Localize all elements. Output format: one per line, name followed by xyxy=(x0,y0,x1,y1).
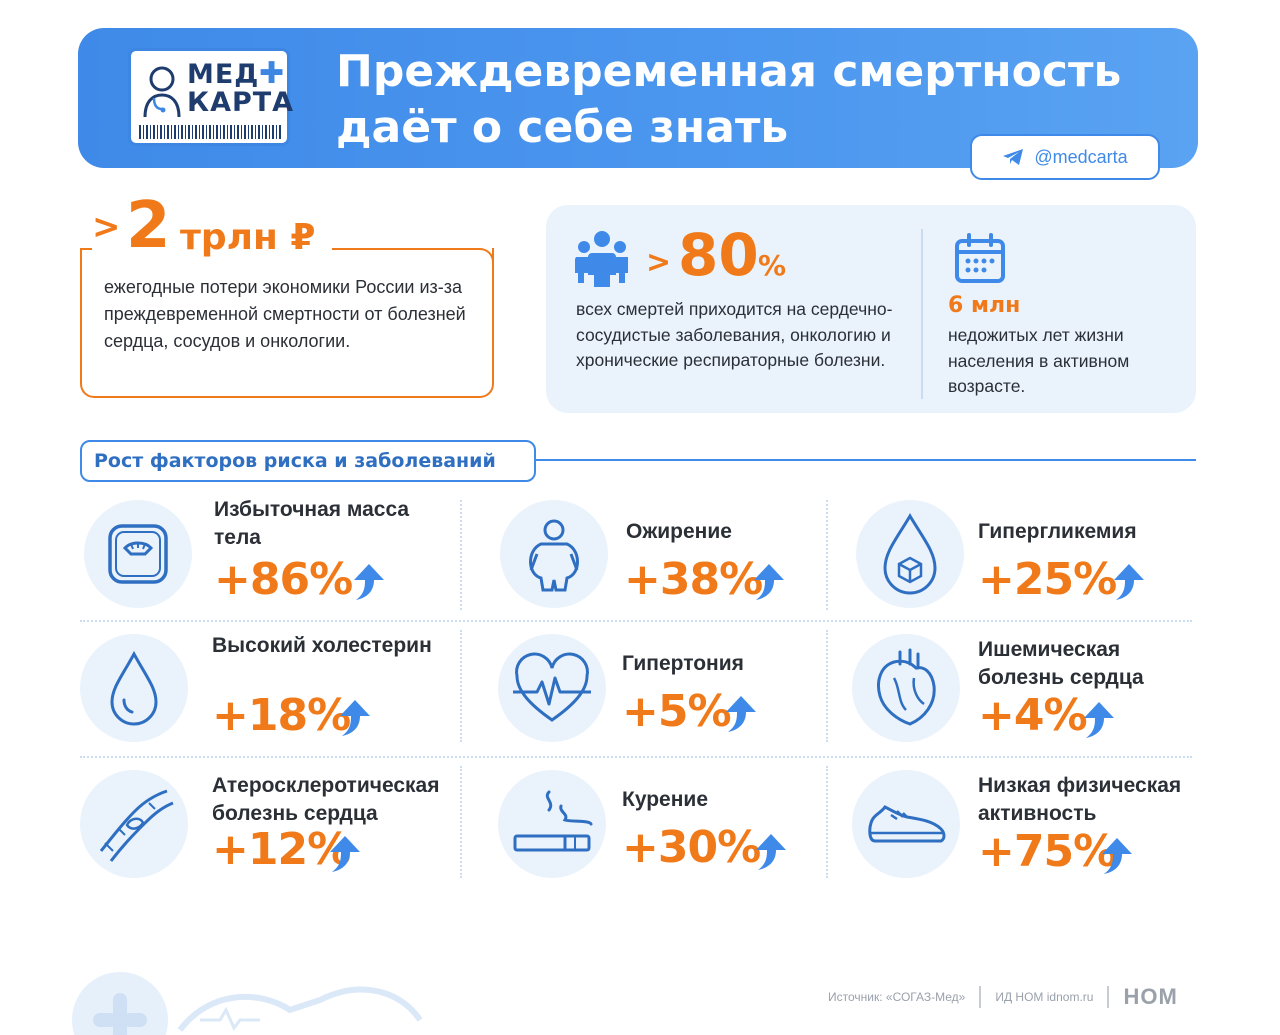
arrow-up-icon xyxy=(754,564,784,600)
factor-name: Ожирение xyxy=(626,520,732,543)
footer-divider xyxy=(1107,986,1110,1008)
logo-text-med: МЕД xyxy=(187,59,260,90)
arrow-up-icon xyxy=(1084,702,1114,738)
arrow-up-icon xyxy=(1114,564,1144,600)
doctor-icon xyxy=(143,66,181,118)
barcode-icon xyxy=(139,125,281,139)
drop-icon xyxy=(80,634,188,742)
arrow-up-icon xyxy=(726,696,756,732)
grid-separator xyxy=(826,630,828,742)
section-title: Рост факторов риска и заболеваний xyxy=(80,440,536,482)
deaths-unit: % xyxy=(758,249,787,282)
factor-name: Высокий холестерин xyxy=(212,634,432,657)
factor-value: +25% xyxy=(978,554,1117,605)
cigarette-icon xyxy=(498,770,606,878)
economy-unit: трлн ₽ xyxy=(180,217,316,258)
sugar-drop-icon xyxy=(856,500,964,608)
grid-separator xyxy=(460,500,462,610)
footer: Источник: «СОГАЗ-Мед» ИД НОМ idnom.ru НО… xyxy=(828,984,1178,1010)
economy-description: ежегодные потери экономики России из-за … xyxy=(104,277,466,351)
page-title: Преждевременная смертность даёт о себе з… xyxy=(336,44,1166,156)
factor-cholesterol: Высокий холестерин +18% xyxy=(80,634,440,754)
factor-value: +38% xyxy=(624,554,763,605)
sneaker-icon xyxy=(852,770,960,878)
factor-value: +86% xyxy=(214,554,353,605)
arrow-up-icon xyxy=(1102,838,1132,874)
factor-hyperglycemia: Гипергликемия +25% xyxy=(856,500,1216,620)
arrow-up-icon xyxy=(340,700,370,736)
factor-value: +12% xyxy=(212,824,351,875)
factor-value: +30% xyxy=(622,822,761,873)
factor-name: Низкая физическая активность xyxy=(978,774,1182,825)
nom-logo: НОМ xyxy=(1123,984,1178,1009)
factor-low-activity: Низкая физическая активность +75% xyxy=(852,770,1212,890)
factor-name: Избыточная масса тела xyxy=(214,498,410,549)
factor-hypertension: Гипертония +5% xyxy=(498,634,858,754)
factor-obesity: Ожирение +38% xyxy=(500,500,860,620)
handle-text: @medcarta xyxy=(1034,146,1128,167)
grid-separator xyxy=(460,630,462,742)
grid-separator xyxy=(826,766,828,878)
deaths-description: всех смертей приходится на сердечно-сосу… xyxy=(576,299,893,370)
factor-name: Гипергликемия xyxy=(978,520,1137,543)
footer-source: Источник: «СОГАЗ-Мед» xyxy=(828,990,966,1004)
calendar-icon xyxy=(955,233,1005,283)
years-description: недожитых лет жизни населения в активном… xyxy=(948,325,1130,396)
economy-prefix: > xyxy=(92,207,121,247)
factor-value: +18% xyxy=(212,690,351,741)
obese-person-icon xyxy=(500,500,608,608)
telegram-handle[interactable]: @medcarta xyxy=(970,134,1160,180)
factor-ischemic: Ишемическая болезнь сердца +4% xyxy=(852,634,1212,754)
arrow-up-icon xyxy=(756,834,786,870)
stats-divider xyxy=(921,229,923,399)
scale-icon xyxy=(84,500,192,608)
artery-icon xyxy=(80,770,188,878)
grid-separator xyxy=(460,766,462,878)
footer-divider xyxy=(979,986,982,1008)
factor-value: +5% xyxy=(622,686,732,737)
factor-value: +75% xyxy=(978,826,1117,877)
title-line-1: Преждевременная смертность xyxy=(336,46,1122,97)
years-value: 6 млн xyxy=(948,293,1021,318)
header-banner: МЕД ✚ КАРТА Преждевременная смертность д… xyxy=(78,28,1198,180)
heart-pulse-icon xyxy=(498,634,606,742)
factor-name: Курение xyxy=(622,788,708,811)
grid-separator xyxy=(80,756,1192,758)
deaths-prefix: > xyxy=(646,245,672,280)
factor-smoking: Курение +30% xyxy=(498,770,858,890)
section-rule xyxy=(510,459,1196,461)
stats-panel: > 80 % всех смертей приходится на сердеч… xyxy=(546,205,1196,413)
grid-separator xyxy=(80,620,1192,622)
arrow-up-icon xyxy=(354,564,384,600)
telegram-icon xyxy=(1003,149,1024,165)
medical-bag-decoration-icon xyxy=(72,972,423,1035)
factor-name: Гипертония xyxy=(622,652,744,675)
factor-name: Атеросклеротическая болезнь сердца xyxy=(212,774,440,825)
title-line-2: даёт о себе знать xyxy=(336,102,789,153)
grid-separator xyxy=(826,500,828,610)
factor-overweight: Избыточная масса тела +86% xyxy=(84,498,444,620)
deaths-value: 80 xyxy=(678,221,759,289)
economy-value: 2 xyxy=(126,189,171,263)
footer-publisher: ИД НОМ idnom.ru xyxy=(995,990,1094,1004)
people-icon xyxy=(575,231,628,287)
factor-name: Ишемическая болезнь сердца xyxy=(978,638,1144,689)
plus-icon: ✚ xyxy=(259,56,285,91)
factor-value: +4% xyxy=(978,690,1088,741)
economy-box: ежегодные потери экономики России из-за … xyxy=(80,248,494,398)
arrow-up-icon xyxy=(330,836,360,872)
factor-atherosclerotic: Атеросклеротическая болезнь сердца +12% xyxy=(80,770,440,890)
medkarta-logo: МЕД ✚ КАРТА xyxy=(128,48,293,146)
anatomical-heart-icon xyxy=(852,634,960,742)
logo-text-karta: КАРТА xyxy=(187,87,295,118)
